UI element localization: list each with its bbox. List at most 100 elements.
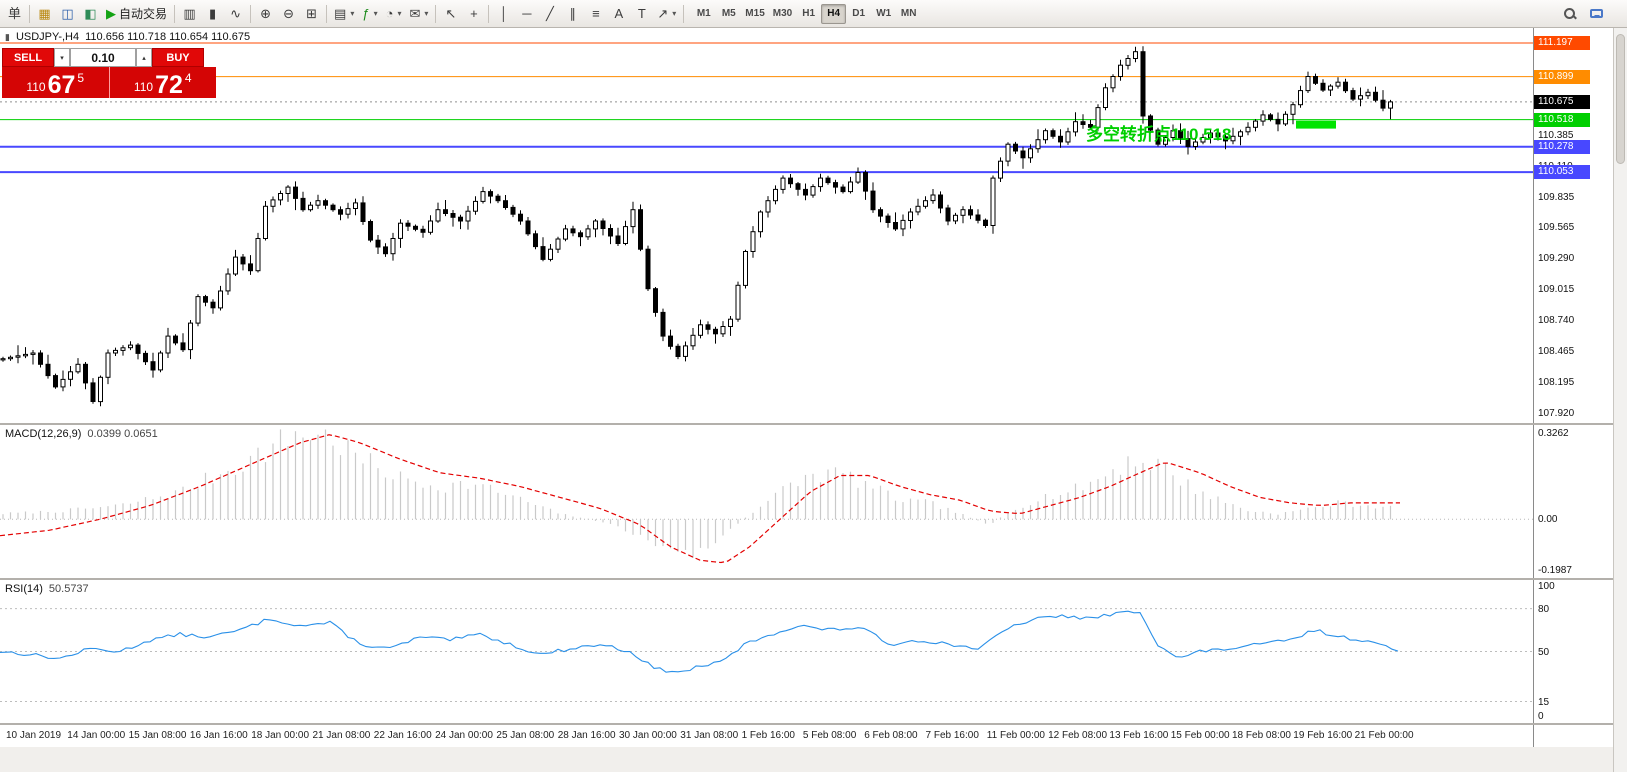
timeframe-h4[interactable]: H4 [821, 3, 847, 24]
zoom-in-button[interactable]: ⊕ [254, 3, 277, 25]
price-axis[interactable]: 110.385110.110109.835109.565109.290109.0… [1533, 28, 1613, 423]
time-label: 10 Jan 2019 [6, 730, 62, 741]
macd-label: MACD(12,26,9) [5, 428, 82, 440]
price-tick: 109.015 [1538, 284, 1575, 296]
arrows-button[interactable]: ↗ ▾ [653, 3, 680, 25]
horizontal-line-button[interactable]: ─ [515, 3, 538, 25]
periods-icon: ◔ [385, 6, 394, 21]
templates-button[interactable]: ✉ ▾ [405, 3, 432, 25]
macd-header: MACD(12,26,9) 0.0399 0.0651 [5, 428, 158, 440]
timeframe-w1[interactable]: W1 [871, 4, 896, 24]
label-button[interactable]: T [630, 3, 653, 25]
price-tick: 108.465 [1538, 346, 1575, 358]
timeframe-mn[interactable]: MN [896, 4, 921, 24]
toolbar-separator [683, 4, 685, 23]
search-button[interactable] [1558, 3, 1581, 25]
navigator-button[interactable]: ◧ [79, 3, 102, 25]
rsi-chart[interactable]: RSI(14) 50.5737 [0, 580, 1533, 723]
chevron-down-icon: ▾ [424, 9, 429, 18]
cursor-button[interactable]: ↖ [439, 3, 462, 25]
periods-button[interactable]: ◔ ▾ [382, 3, 406, 25]
macd-pane: MACD(12,26,9) 0.0399 0.0651 0.3262 0.00 -0… [0, 425, 1613, 580]
arrows-icon: ↗ [657, 6, 669, 21]
sell-price-main: 67 [47, 70, 76, 99]
new-order-icon: 单 [7, 6, 21, 21]
text-button[interactable]: A [607, 3, 630, 25]
sell-price-pip: 5 [77, 71, 85, 85]
zoom-out-button[interactable]: ⊖ [277, 3, 300, 25]
timeframe-h1[interactable]: H1 [796, 4, 821, 24]
buy-button[interactable]: BUY [152, 48, 204, 67]
tile-windows-icon: ⊞ [306, 6, 317, 21]
price-marker-box: 110.899 [1534, 69, 1590, 84]
trendline-icon: ╱ [545, 6, 554, 21]
channel-button[interactable]: ∥ [561, 3, 584, 25]
price-tick: 109.290 [1538, 253, 1575, 265]
price-tick: 110.385 [1538, 129, 1574, 141]
lot-spinner-button[interactable]: ▴ [136, 48, 152, 67]
chevron-down-icon: ▾ [60, 54, 64, 62]
time-label: 31 Jan 08:00 [680, 730, 739, 741]
chevron-down-icon: ▾ [672, 9, 677, 18]
chevron-down-icon: ▾ [373, 9, 378, 18]
market-watch-button[interactable]: ▦ [33, 3, 56, 25]
rsi-axis[interactable]: 100 80 50 15 0 [1533, 580, 1613, 723]
time-label: 25 Jan 08:00 [496, 730, 555, 741]
macd-chart[interactable]: MACD(12,26,9) 0.0399 0.0651 [0, 425, 1533, 578]
timeframe-m5[interactable]: M5 [716, 4, 741, 24]
fibonacci-button[interactable]: ≡ [584, 3, 607, 25]
time-label: 18 Jan 00:00 [251, 730, 310, 741]
time-label: 11 Feb 00:00 [986, 730, 1045, 741]
sell-button[interactable]: SELL [2, 48, 54, 67]
autotrade-icon: ▶ [106, 6, 116, 21]
new-chart-button[interactable]: ▤ ▾ [330, 3, 358, 25]
time-axis[interactable]: 10 Jan 2019 14 Jan 00:00 15 Jan 08:00 16 Ja… [0, 725, 1613, 747]
price-marker-box: 111.197 [1534, 36, 1590, 50]
order-dropdown-button[interactable]: ▾ [54, 48, 70, 67]
crosshair-button[interactable]: + [462, 3, 485, 25]
chat-button[interactable] [1585, 3, 1608, 25]
data-window-button[interactable]: ◫ [56, 3, 79, 25]
one-click-trading-panel: SELL ▾ ▴ BUY 110 67 5 110 [2, 48, 216, 98]
new-order-button[interactable]: 单 [3, 3, 26, 25]
rsi-tick: 80 [1538, 603, 1550, 615]
candlestick-chart-button[interactable]: ▮ [201, 3, 224, 25]
templates-icon: ✉ [409, 6, 421, 21]
vertical-scrollbar[interactable] [1613, 28, 1627, 772]
bottom-strip [0, 747, 1613, 772]
price-tick: 109.835 [1538, 191, 1575, 203]
toolbar-separator [488, 4, 490, 23]
tile-windows-button[interactable]: ⊞ [300, 3, 323, 25]
macd-values: 0.0399 0.0651 [87, 428, 158, 440]
timeframe-m30[interactable]: M30 [769, 4, 796, 24]
time-label: 13 Feb 16:00 [1109, 730, 1169, 741]
toolbar-separator [29, 4, 30, 23]
buy-price-button[interactable]: 110 72 4 [109, 67, 216, 98]
time-label: 12 Feb 08:00 [1048, 730, 1108, 741]
macd-axis[interactable]: 0.3262 0.00 -0.1987 [1533, 425, 1613, 578]
indicators-button[interactable]: ƒ ▾ [358, 3, 381, 25]
time-label: 15 Feb 00:00 [1170, 730, 1230, 741]
timeframe-m1[interactable]: M1 [691, 4, 716, 24]
time-label: 21 Feb 00:00 [1354, 730, 1414, 741]
zoom-out-icon: ⊖ [283, 6, 294, 21]
timeframe-d1[interactable]: D1 [846, 4, 871, 24]
autotrade-button[interactable]: ▶ 自动交易 [102, 3, 171, 25]
macd-tick: -0.1987 [1538, 565, 1572, 576]
scrollbar-thumb[interactable] [1616, 34, 1625, 164]
macd-tick: 0.00 [1538, 514, 1558, 526]
trade-panel-controls: SELL ▾ ▴ BUY [2, 48, 216, 67]
rsi-tick: 15 [1538, 696, 1550, 708]
trendline-button[interactable]: ╱ [538, 3, 561, 25]
line-chart-button[interactable]: ∿ [224, 3, 247, 25]
lot-size-input[interactable] [70, 48, 136, 67]
sell-price-button[interactable]: 110 67 5 [2, 67, 110, 98]
time-label: 5 Feb 08:00 [802, 730, 857, 741]
timeframe-m15[interactable]: M15 [741, 4, 768, 24]
toolbar-right-group [1558, 3, 1608, 25]
price-marker-box: 110.518 [1534, 112, 1590, 127]
price-chart[interactable]: ▮ USDJPY-,H4 110.656 110.718 110.654 110… [0, 28, 1533, 423]
zoom-in-icon: ⊕ [260, 6, 271, 21]
vertical-line-button[interactable]: │ [492, 3, 515, 25]
bar-chart-button[interactable]: ▥ [178, 3, 201, 25]
